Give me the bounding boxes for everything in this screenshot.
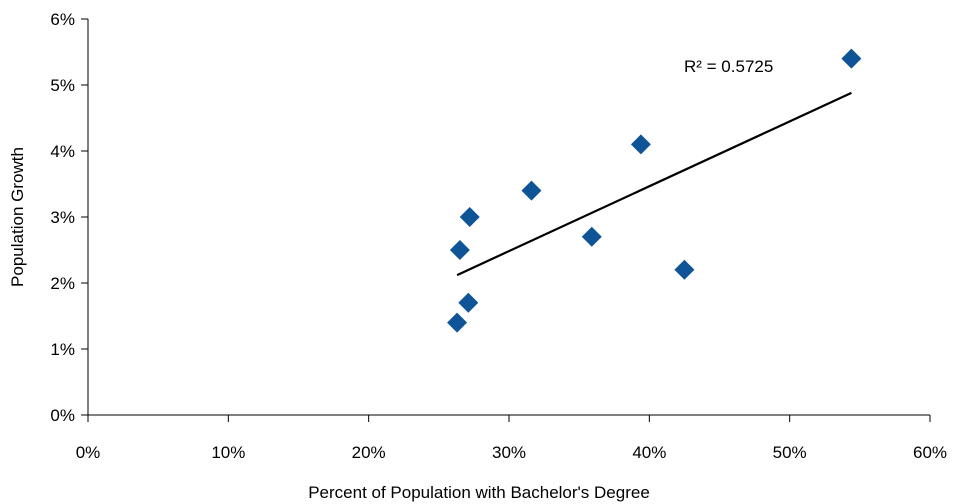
y-tick-label: 0% bbox=[50, 406, 75, 425]
data-point bbox=[458, 292, 479, 313]
y-tick-label: 4% bbox=[50, 142, 75, 161]
x-tick-label: 10% bbox=[211, 443, 245, 462]
y-tick-label: 2% bbox=[50, 274, 75, 293]
data-point bbox=[449, 240, 470, 260]
y-axis-label: Population Growth bbox=[8, 147, 27, 287]
y-tick-label: 5% bbox=[50, 76, 75, 95]
r-squared-annotation: R² = 0.5725 bbox=[684, 57, 773, 76]
x-axis-label: Percent of Population with Bachelor's De… bbox=[308, 483, 650, 502]
data-point bbox=[447, 312, 468, 333]
data-point bbox=[521, 180, 542, 201]
axes bbox=[87, 19, 930, 416]
y-tick-label: 1% bbox=[50, 340, 75, 359]
x-tick-label: 30% bbox=[492, 443, 526, 462]
y-tick-label: 6% bbox=[50, 10, 75, 29]
data-point bbox=[630, 134, 651, 155]
y-tick-label: 3% bbox=[50, 208, 75, 227]
x-tick-label: 0% bbox=[76, 443, 101, 462]
trendline-group bbox=[456, 91, 852, 277]
data-point bbox=[674, 259, 695, 280]
tick-group: 0% 1% 2% 3% 4% 5% 6% 0% 10% 20% 30% 40% 50% 60% bbox=[50, 10, 947, 462]
points-group bbox=[447, 48, 862, 333]
data-point bbox=[459, 207, 480, 227]
trendline bbox=[456, 91, 852, 277]
data-point bbox=[581, 226, 602, 247]
x-tick-label: 40% bbox=[632, 443, 666, 462]
data-point bbox=[841, 48, 862, 69]
x-tick-label: 20% bbox=[352, 443, 386, 462]
x-tick-label: 60% bbox=[913, 443, 947, 462]
x-tick-label: 50% bbox=[773, 443, 807, 462]
